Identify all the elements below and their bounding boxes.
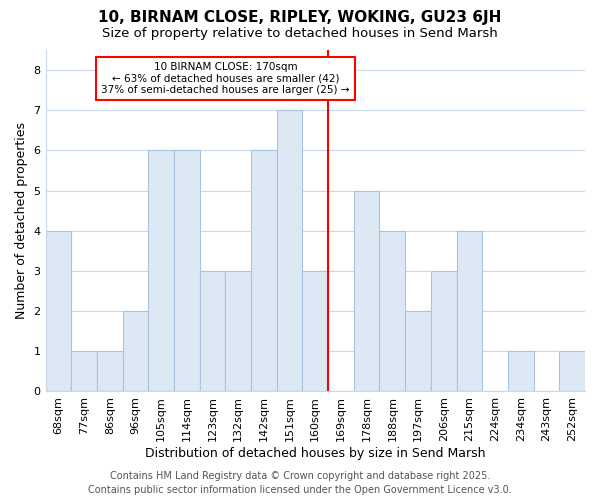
Bar	[405, 311, 431, 392]
Bar	[457, 231, 482, 392]
Text: Contains HM Land Registry data © Crown copyright and database right 2025.
Contai: Contains HM Land Registry data © Crown c…	[88, 471, 512, 495]
Bar	[559, 352, 585, 392]
Text: Size of property relative to detached houses in Send Marsh: Size of property relative to detached ho…	[102, 28, 498, 40]
Bar	[251, 150, 277, 392]
X-axis label: Distribution of detached houses by size in Send Marsh: Distribution of detached houses by size …	[145, 447, 485, 460]
Bar	[97, 352, 122, 392]
Bar	[174, 150, 200, 392]
Bar	[46, 231, 71, 392]
Bar	[122, 311, 148, 392]
Bar	[508, 352, 533, 392]
Bar	[431, 271, 457, 392]
Bar	[277, 110, 302, 392]
Bar	[71, 352, 97, 392]
Bar	[226, 271, 251, 392]
Text: 10 BIRNAM CLOSE: 170sqm
← 63% of detached houses are smaller (42)
37% of semi-de: 10 BIRNAM CLOSE: 170sqm ← 63% of detache…	[101, 62, 350, 96]
Bar	[148, 150, 174, 392]
Bar	[354, 190, 379, 392]
Bar	[200, 271, 226, 392]
Bar	[379, 231, 405, 392]
Bar	[302, 271, 328, 392]
Text: 10, BIRNAM CLOSE, RIPLEY, WOKING, GU23 6JH: 10, BIRNAM CLOSE, RIPLEY, WOKING, GU23 6…	[98, 10, 502, 25]
Y-axis label: Number of detached properties: Number of detached properties	[15, 122, 28, 319]
